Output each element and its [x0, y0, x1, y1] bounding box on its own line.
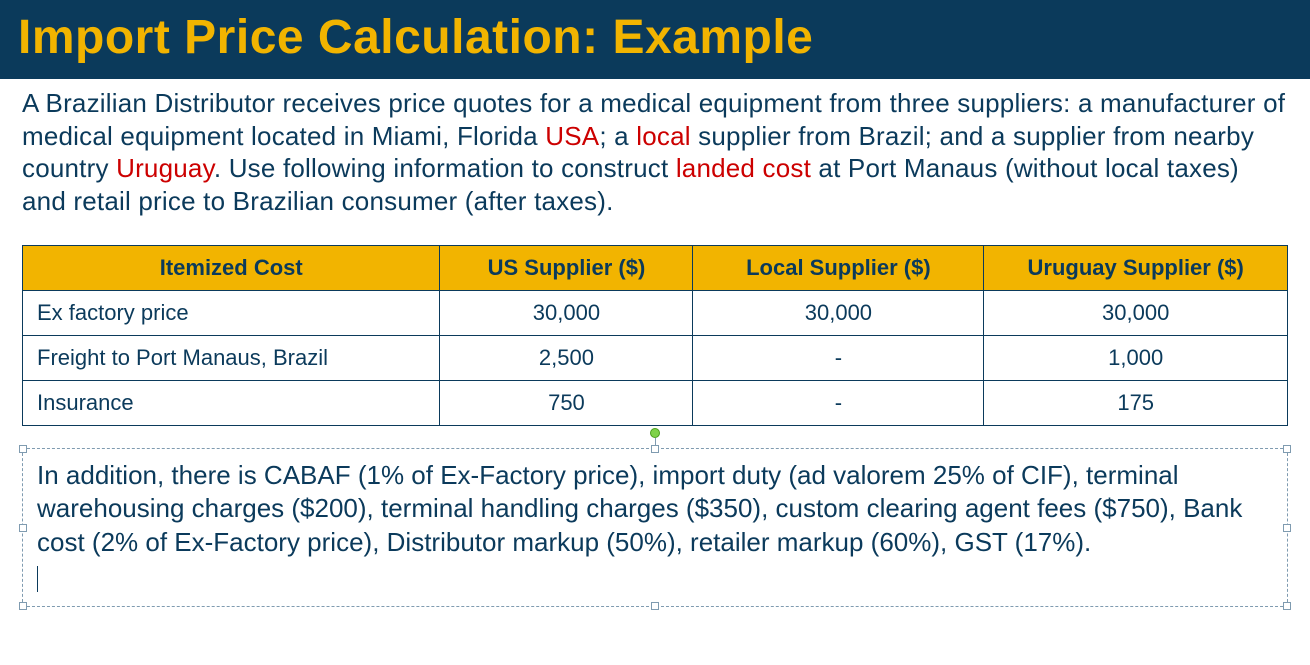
table-header-row: Itemized Cost US Supplier ($) Local Supp…	[23, 246, 1288, 291]
resize-handle-bm[interactable]	[651, 602, 659, 610]
textbox-text: In addition, there is CABAF (1% of Ex-Fa…	[37, 460, 1242, 557]
cell-value: 1,000	[984, 336, 1288, 381]
cell-value: -	[693, 336, 984, 381]
cell-value: -	[693, 381, 984, 426]
textbox-content[interactable]: In addition, there is CABAF (1% of Ex-Fa…	[22, 448, 1288, 607]
intro-highlight-usa: USA	[545, 121, 599, 151]
intro-text: ; a	[599, 121, 636, 151]
table-row: Ex factory price 30,000 30,000 30,000	[23, 291, 1288, 336]
cell-value: 30,000	[693, 291, 984, 336]
resize-handle-br[interactable]	[1283, 602, 1291, 610]
intro-text: . Use following information to construct	[214, 153, 676, 183]
title-bar: Import Price Calculation: Example	[0, 0, 1310, 79]
resize-handle-bl[interactable]	[19, 602, 27, 610]
resize-handle-ml[interactable]	[19, 524, 27, 532]
cell-label: Ex factory price	[23, 291, 440, 336]
resize-handle-mr[interactable]	[1283, 524, 1291, 532]
rotate-handle-icon[interactable]	[650, 428, 660, 438]
page-title: Import Price Calculation: Example	[18, 10, 1292, 65]
cell-label: Insurance	[23, 381, 440, 426]
resize-handle-tm[interactable]	[651, 445, 659, 453]
cost-table: Itemized Cost US Supplier ($) Local Supp…	[22, 245, 1288, 426]
cell-value: 30,000	[440, 291, 693, 336]
resize-handle-tr[interactable]	[1283, 445, 1291, 453]
cell-value: 2,500	[440, 336, 693, 381]
selected-textbox[interactable]: In addition, there is CABAF (1% of Ex-Fa…	[22, 448, 1288, 607]
cell-label: Freight to Port Manaus, Brazil	[23, 336, 440, 381]
intro-highlight-uruguay: Uruguay	[116, 153, 214, 183]
table-header-us: US Supplier ($)	[440, 246, 693, 291]
table-header-uruguay: Uruguay Supplier ($)	[984, 246, 1288, 291]
table-header-itemized: Itemized Cost	[23, 246, 440, 291]
resize-handle-tl[interactable]	[19, 445, 27, 453]
table-row: Insurance 750 - 175	[23, 381, 1288, 426]
cell-value: 30,000	[984, 291, 1288, 336]
text-cursor-icon	[37, 566, 38, 592]
cell-value: 750	[440, 381, 693, 426]
cell-value: 175	[984, 381, 1288, 426]
intro-highlight-local: local	[636, 121, 690, 151]
table-header-local: Local Supplier ($)	[693, 246, 984, 291]
intro-highlight-landed-cost: landed cost	[676, 153, 811, 183]
table-row: Freight to Port Manaus, Brazil 2,500 - 1…	[23, 336, 1288, 381]
content-area: A Brazilian Distributor receives price q…	[0, 79, 1310, 607]
intro-paragraph: A Brazilian Distributor receives price q…	[22, 87, 1288, 217]
